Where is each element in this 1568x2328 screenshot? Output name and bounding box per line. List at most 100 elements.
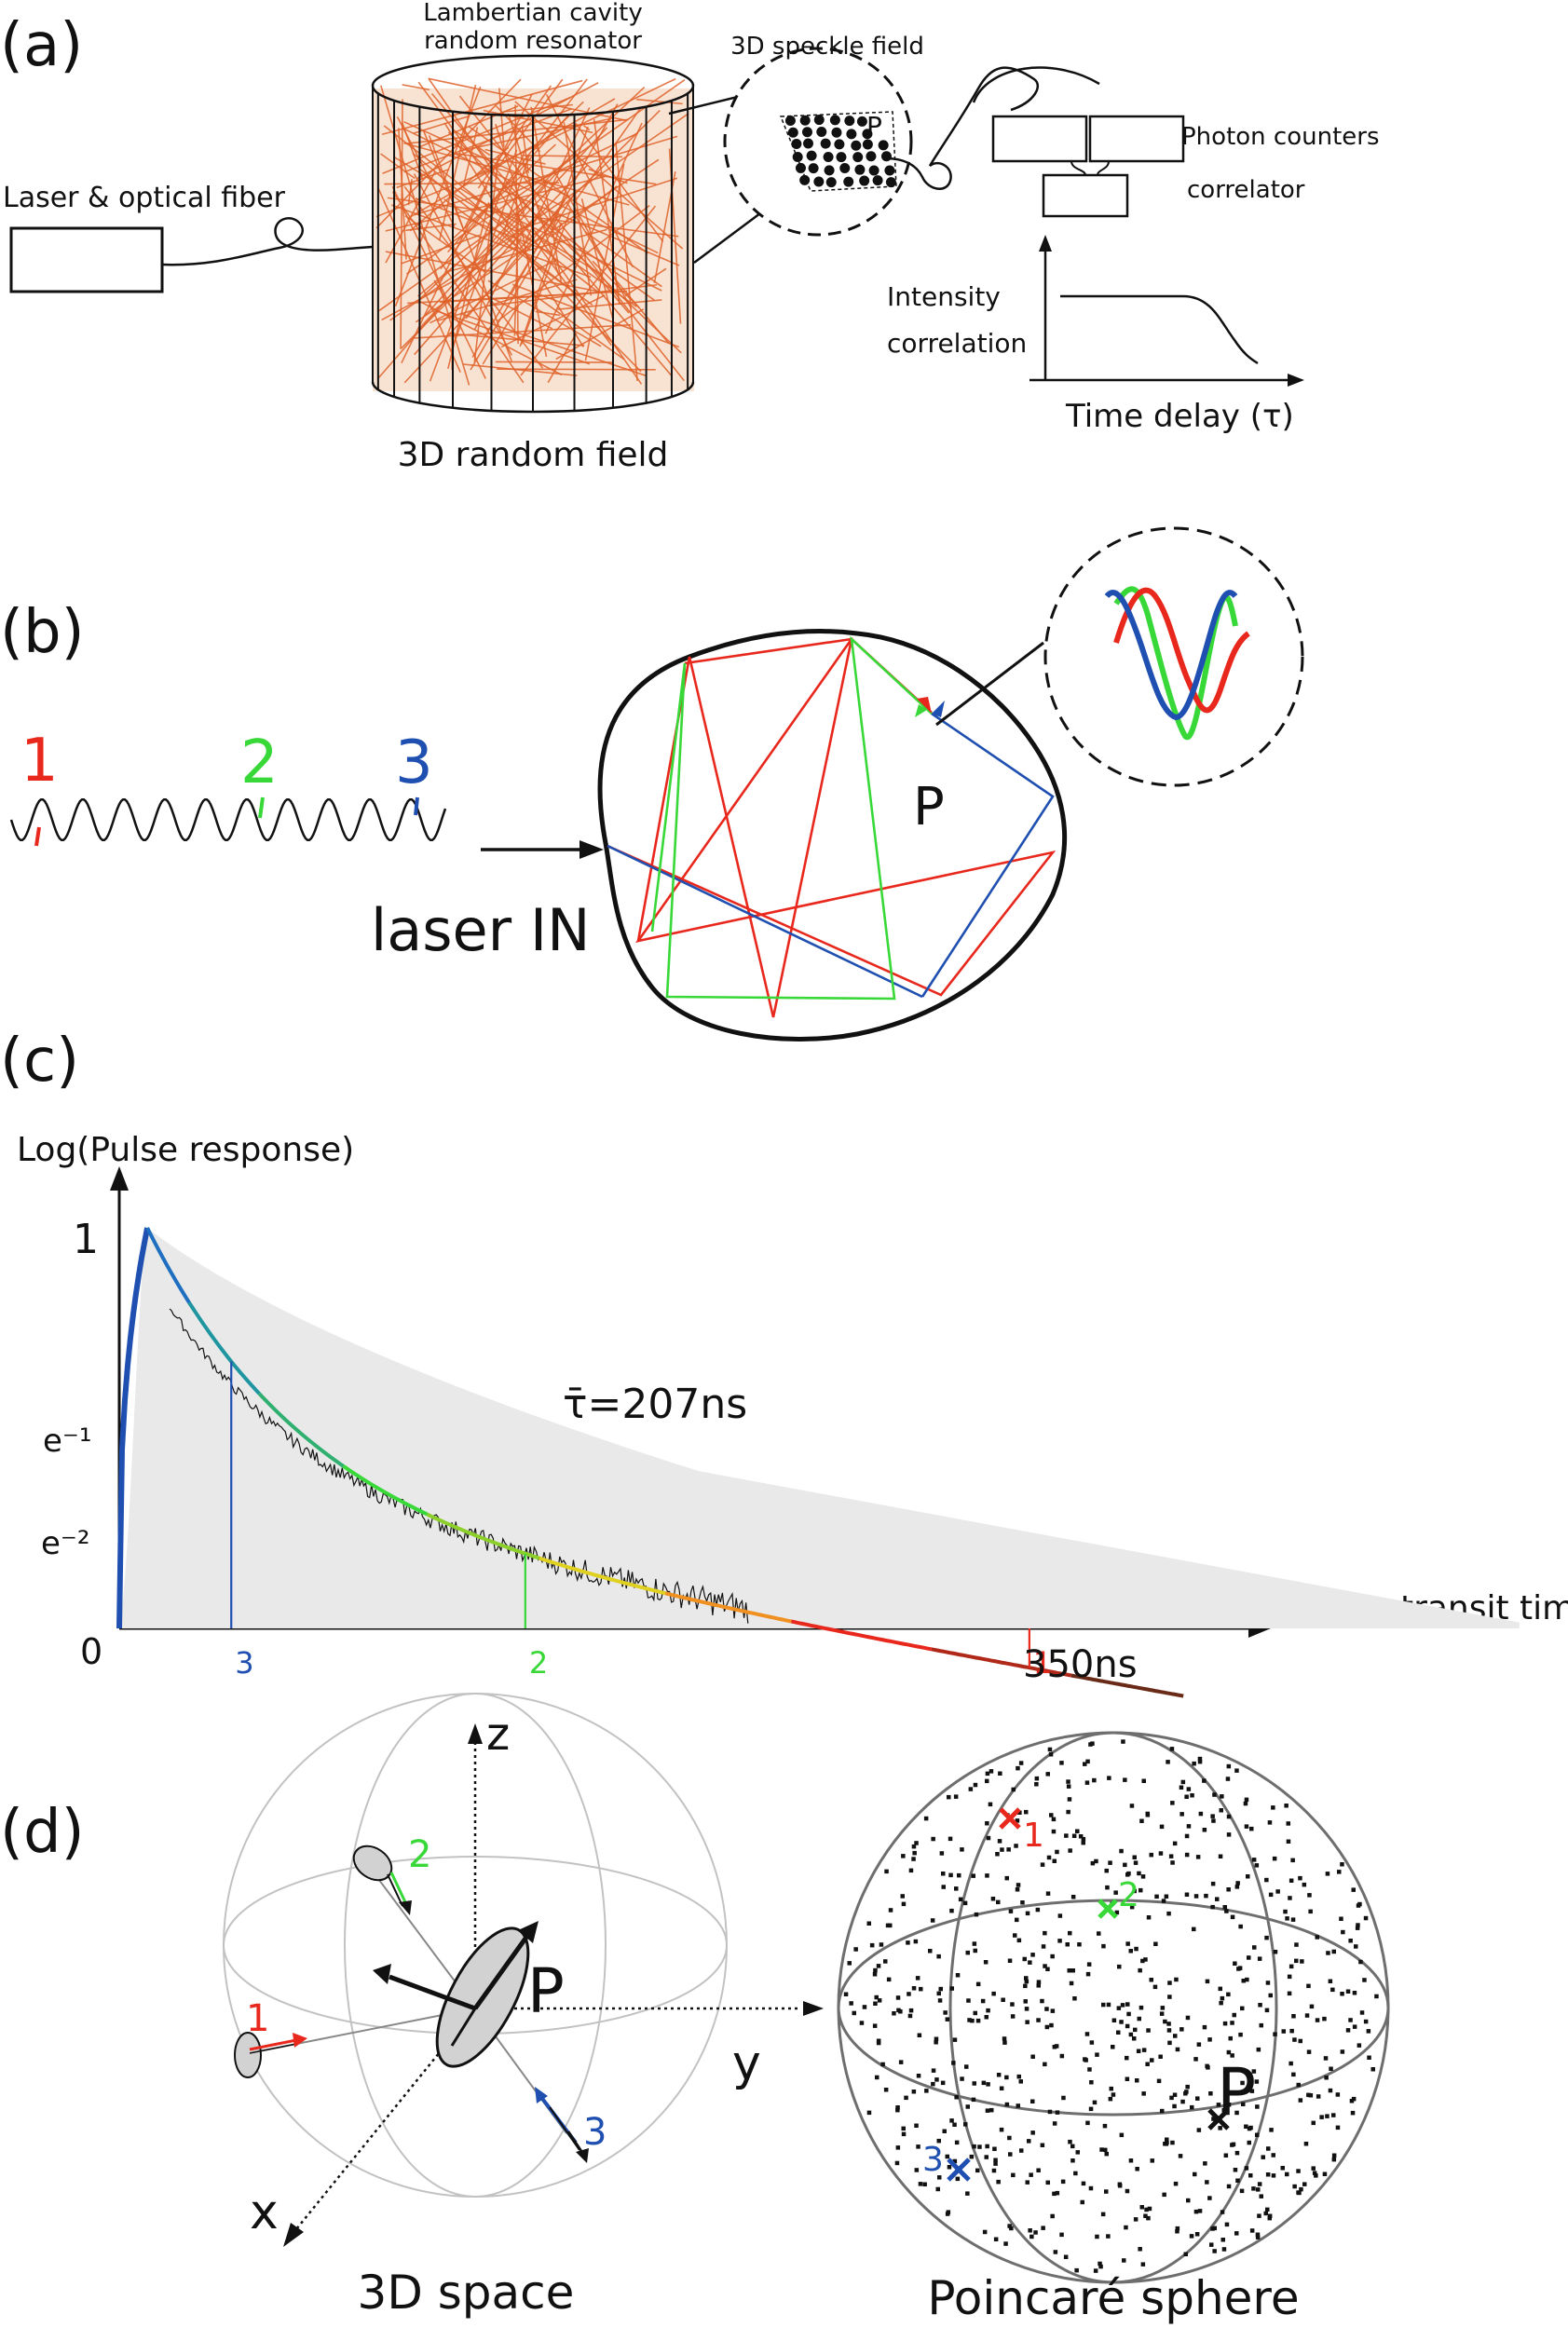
poincare-dot — [937, 1998, 943, 2003]
poincare-dot — [896, 2008, 901, 2013]
poincare-dot — [1304, 2013, 1310, 2018]
speckle-dot — [795, 162, 806, 173]
poincare-dot — [1019, 2148, 1024, 2153]
poincare-dot — [1068, 1848, 1072, 1853]
poincare-dot — [1009, 2226, 1014, 2231]
poincare-dot — [988, 1802, 993, 1807]
poincare-dot — [1050, 2008, 1056, 2013]
poincare-dot — [1192, 1761, 1196, 1766]
speckle-dot — [829, 115, 840, 126]
poincare-dot — [1132, 1888, 1137, 1894]
poincare-dot — [1020, 1900, 1025, 1905]
poincare-dot — [1129, 1804, 1135, 1808]
poincare-dot — [1024, 1976, 1029, 1981]
ray-blue — [607, 844, 923, 999]
poincare-dot — [1025, 2020, 1029, 2024]
poincare-dot — [1195, 1855, 1201, 1859]
chart-measured-trace — [169, 1308, 749, 1624]
poincare-dot — [1023, 1999, 1028, 2004]
poincare-dot — [1328, 1979, 1333, 1983]
poincare-dot — [1034, 1776, 1040, 1781]
poincare-dot — [964, 2064, 969, 2069]
poincare-dot — [1081, 1836, 1086, 1842]
poincare-dot — [1254, 2079, 1260, 2084]
speckle-dot — [834, 139, 845, 150]
poincare-dot — [957, 1872, 961, 1878]
poincare-dot — [1309, 2004, 1315, 2009]
poincare-dot — [1324, 2076, 1329, 2080]
poincare-dot — [1041, 1944, 1046, 1949]
poincare-dot — [1308, 2093, 1314, 2098]
space-point-label: P — [527, 1955, 565, 2027]
poincare-dot — [1095, 2052, 1099, 2057]
poincare-dot — [1265, 1981, 1271, 1985]
fiber-strand — [593, 118, 620, 306]
poincare-dot — [1095, 2234, 1099, 2240]
poincare-dot — [1231, 2142, 1236, 2147]
poincare-dot — [948, 1836, 953, 1842]
poincare-dot — [1311, 2166, 1316, 2171]
speckle-dot — [872, 175, 883, 186]
poincare-dot — [880, 2062, 885, 2067]
poincare-dot — [917, 2033, 922, 2037]
chart-tick-y-1: e⁻¹ — [43, 1423, 92, 1460]
fiber-strand — [381, 79, 583, 136]
poincare-dot — [938, 1986, 943, 1992]
poincare-dot — [1098, 2261, 1102, 2267]
poincare-dot — [1221, 2247, 1227, 2252]
speckle-dot — [820, 138, 831, 149]
speckle-dot — [866, 151, 877, 162]
chart-fit-segment — [539, 1556, 666, 1596]
poincare-dot — [986, 2082, 990, 2087]
poincare-dot — [1172, 2103, 1177, 2109]
fiber-strand — [404, 214, 486, 273]
ray-red-2 — [636, 637, 853, 1018]
poincare-dot — [1145, 1811, 1150, 1817]
poincare-dot — [1092, 2100, 1098, 2105]
poincare-dot — [1163, 2019, 1167, 2024]
poincare-dot — [948, 1872, 953, 1878]
poincare-dot — [1098, 2264, 1103, 2269]
poincare-dot — [1350, 2110, 1356, 2116]
poincare-dot — [1348, 2018, 1353, 2022]
fiber-strand — [447, 202, 490, 369]
poincare-dot — [1357, 1901, 1362, 1907]
poincare-dot — [1015, 1887, 1020, 1892]
poincare-cross-3 — [947, 2158, 971, 2182]
poincare-dot — [1099, 2147, 1104, 2152]
correlator-label: correlator — [1187, 176, 1305, 204]
poincare-dot — [1133, 1860, 1139, 1865]
poincare-dot — [1234, 1768, 1239, 1773]
poincare-dot — [1170, 1860, 1175, 1865]
poincare-dot — [1088, 1742, 1093, 1747]
poincare-dot — [1051, 1817, 1057, 1822]
poincare-dot — [1064, 1833, 1069, 1838]
chart-fit-segment — [931, 1647, 1072, 1678]
ellipse-3-arrow-black — [566, 2131, 585, 2155]
poincare-dot — [1068, 1930, 1072, 1936]
poincare-dot — [1247, 2126, 1252, 2131]
poincare-dot — [874, 1994, 879, 2000]
ellipse-2-arrow-green — [389, 1872, 408, 1905]
poincare-dot — [1267, 1820, 1273, 1825]
poincare-dot — [1124, 2225, 1128, 2230]
poincare-dot — [984, 2015, 989, 2020]
poincare-dot — [1050, 2213, 1055, 2219]
poincare-dot — [985, 1873, 989, 1878]
resonator-label-line1: Lambertian cavity — [423, 0, 642, 27]
space-marker-3: 3 — [583, 2111, 607, 2154]
poincare-dot — [1224, 1909, 1229, 1913]
poincare-dot — [943, 2010, 948, 2015]
fiber-strand — [428, 78, 643, 385]
poincare-dot — [1255, 2235, 1261, 2240]
poincare-dot — [888, 1923, 893, 1928]
speckle-dot — [784, 116, 796, 127]
ray-arrowhead-green — [915, 704, 927, 717]
wave-tick-2 — [258, 796, 265, 819]
cylinder-staves — [372, 86, 694, 412]
fiber-strand — [584, 163, 625, 361]
fiber-strand — [547, 333, 578, 384]
poincare-dot — [1085, 1759, 1090, 1764]
poincare-dot — [1244, 2124, 1248, 2129]
poincare-dot — [1226, 1832, 1232, 1837]
